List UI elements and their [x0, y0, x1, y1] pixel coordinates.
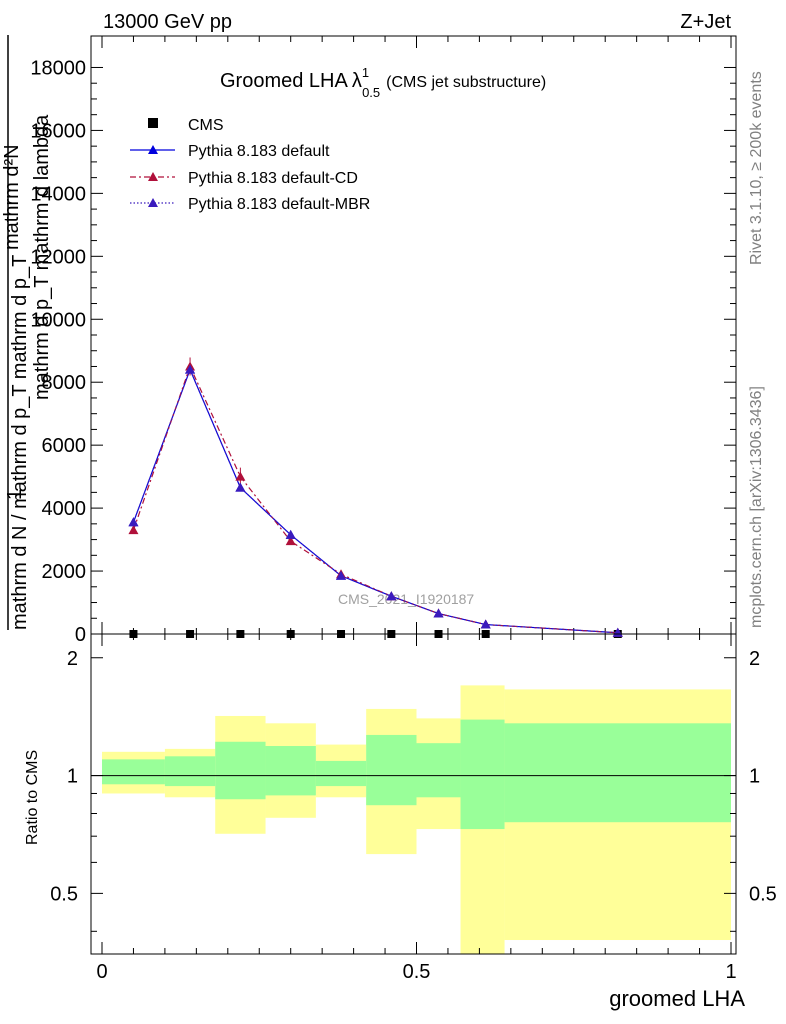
- main-y-tick-label: 14000: [30, 183, 86, 205]
- ratio-y-tick-label-right: 1: [749, 766, 760, 788]
- main-y-tick-label: 16000: [30, 120, 86, 142]
- title-note: (CMS jet substructure): [386, 74, 546, 91]
- main-y-tick-label: 18000: [30, 57, 86, 79]
- ratio-plot-frame: [90, 633, 737, 955]
- series-marker-3: [386, 591, 397, 601]
- ratio-inner-band: [215, 741, 266, 800]
- main-plot-title: Groomed LHA λ1 0.5 (CMS jet substructure): [220, 65, 546, 100]
- ratio-y-axis-label: Ratio to CMS: [24, 750, 41, 845]
- series-marker-2: [285, 536, 296, 546]
- series-marker-3: [185, 364, 196, 374]
- legend-mbr-label: Pythia 8.183 default-MBR: [188, 196, 370, 213]
- main-y-tick-label: 4000: [42, 498, 87, 520]
- legend-default-marker: [148, 145, 158, 154]
- title-subscript: 0.5: [362, 85, 380, 100]
- main-y-ticks: 0 2000 4000 6000 8000 10000 12000 14000 16000 180…: [30, 57, 736, 646]
- ratio-inner-band: [504, 723, 731, 823]
- x-axis-label: groomed LHA: [609, 986, 745, 1011]
- main-y-axis-label-upper: mathrm d²N mathrm d p_T mathrm d lambda: [1, 114, 53, 400]
- title-main-text: Groomed LHA: [220, 70, 348, 92]
- main-y-tick-label: 10000: [30, 309, 86, 331]
- main-y-axis-label: mathrm d N / mathrm d p_T mathrm d p_T 1: [4, 35, 31, 630]
- series-marker-3: [480, 619, 491, 629]
- ratio-x-ticks: 0 0.5 1: [96, 634, 737, 983]
- ratio-inner-band: [102, 759, 165, 785]
- series-marker-3: [285, 529, 296, 539]
- ratio-y-tick-label-right: 0.5: [749, 883, 777, 905]
- ylabel-inner-fraction-numerator: 1: [4, 489, 26, 500]
- ratio-y-tick-label-right: 2: [749, 648, 760, 670]
- ratio-inner-band: [460, 719, 505, 830]
- ylabel-top-text: mathrm d²N: [1, 144, 23, 250]
- ratio-inner-band: [315, 760, 367, 787]
- header-left-label: 13000 GeV pp: [103, 11, 232, 33]
- mcplots-source-label: mcplots.cern.ch [arXiv:1306.3436]: [748, 386, 765, 628]
- series-marker-3: [433, 608, 444, 618]
- ratio-inner-band: [265, 746, 316, 796]
- ylabel-top2-text: mathrm d p_T mathrm d lambda: [31, 114, 53, 400]
- legend-default-label: Pythia 8.183 default: [188, 143, 330, 160]
- ratio-y-tick-label: 0.5: [50, 883, 78, 905]
- legend-mbr-marker: [148, 198, 158, 207]
- analysis-watermark: CMS_2021_I1920187: [338, 591, 474, 607]
- legend-cd-marker: [148, 172, 158, 181]
- ylabel-denominator-text: mathrm d N / mathrm d p_T mathrm d p_T: [9, 255, 31, 630]
- legend: CMS Pythia 8.183 default Pythia 8.183 de…: [130, 117, 370, 213]
- main-x-ticks: [101, 36, 732, 634]
- main-y-tick-label: 8000: [42, 372, 87, 394]
- main-y-tick-label: 0: [75, 624, 86, 646]
- ratio-inner-band: [416, 743, 461, 798]
- ratio-bands-layer: [102, 685, 731, 954]
- series-marker-3: [128, 517, 139, 527]
- x-tick-label: 0.5: [403, 961, 431, 983]
- series-marker-2: [235, 471, 246, 481]
- legend-cms-marker: [148, 118, 158, 128]
- series-marker-3: [336, 570, 347, 580]
- ratio-y-ticks: 0.5 0.5 1 1 2 2: [50, 648, 777, 932]
- legend-cms-label: CMS: [188, 117, 224, 134]
- title-superscript: 1: [362, 65, 369, 80]
- ratio-inner-band: [164, 756, 216, 787]
- rivet-version-label: Rivet 3.1.10, ≥ 200k events: [748, 71, 765, 265]
- main-y-tick-label: 2000: [42, 561, 87, 583]
- main-y-tick-label: 12000: [30, 246, 86, 268]
- series-marker-2: [128, 525, 139, 535]
- ratio-y-tick-label: 1: [67, 766, 78, 788]
- main-y-tick-label: 6000: [42, 435, 87, 457]
- x-tick-label: 0: [96, 961, 107, 983]
- x-tick-label: 1: [725, 961, 736, 983]
- header-right-label: Z+Jet: [680, 11, 731, 33]
- legend-cd-label: Pythia 8.183 default-CD: [188, 170, 358, 187]
- ratio-inner-band: [366, 734, 417, 806]
- series-marker-3: [235, 482, 246, 492]
- ratio-y-tick-label: 2: [67, 648, 78, 670]
- title-lambda: λ: [352, 70, 362, 92]
